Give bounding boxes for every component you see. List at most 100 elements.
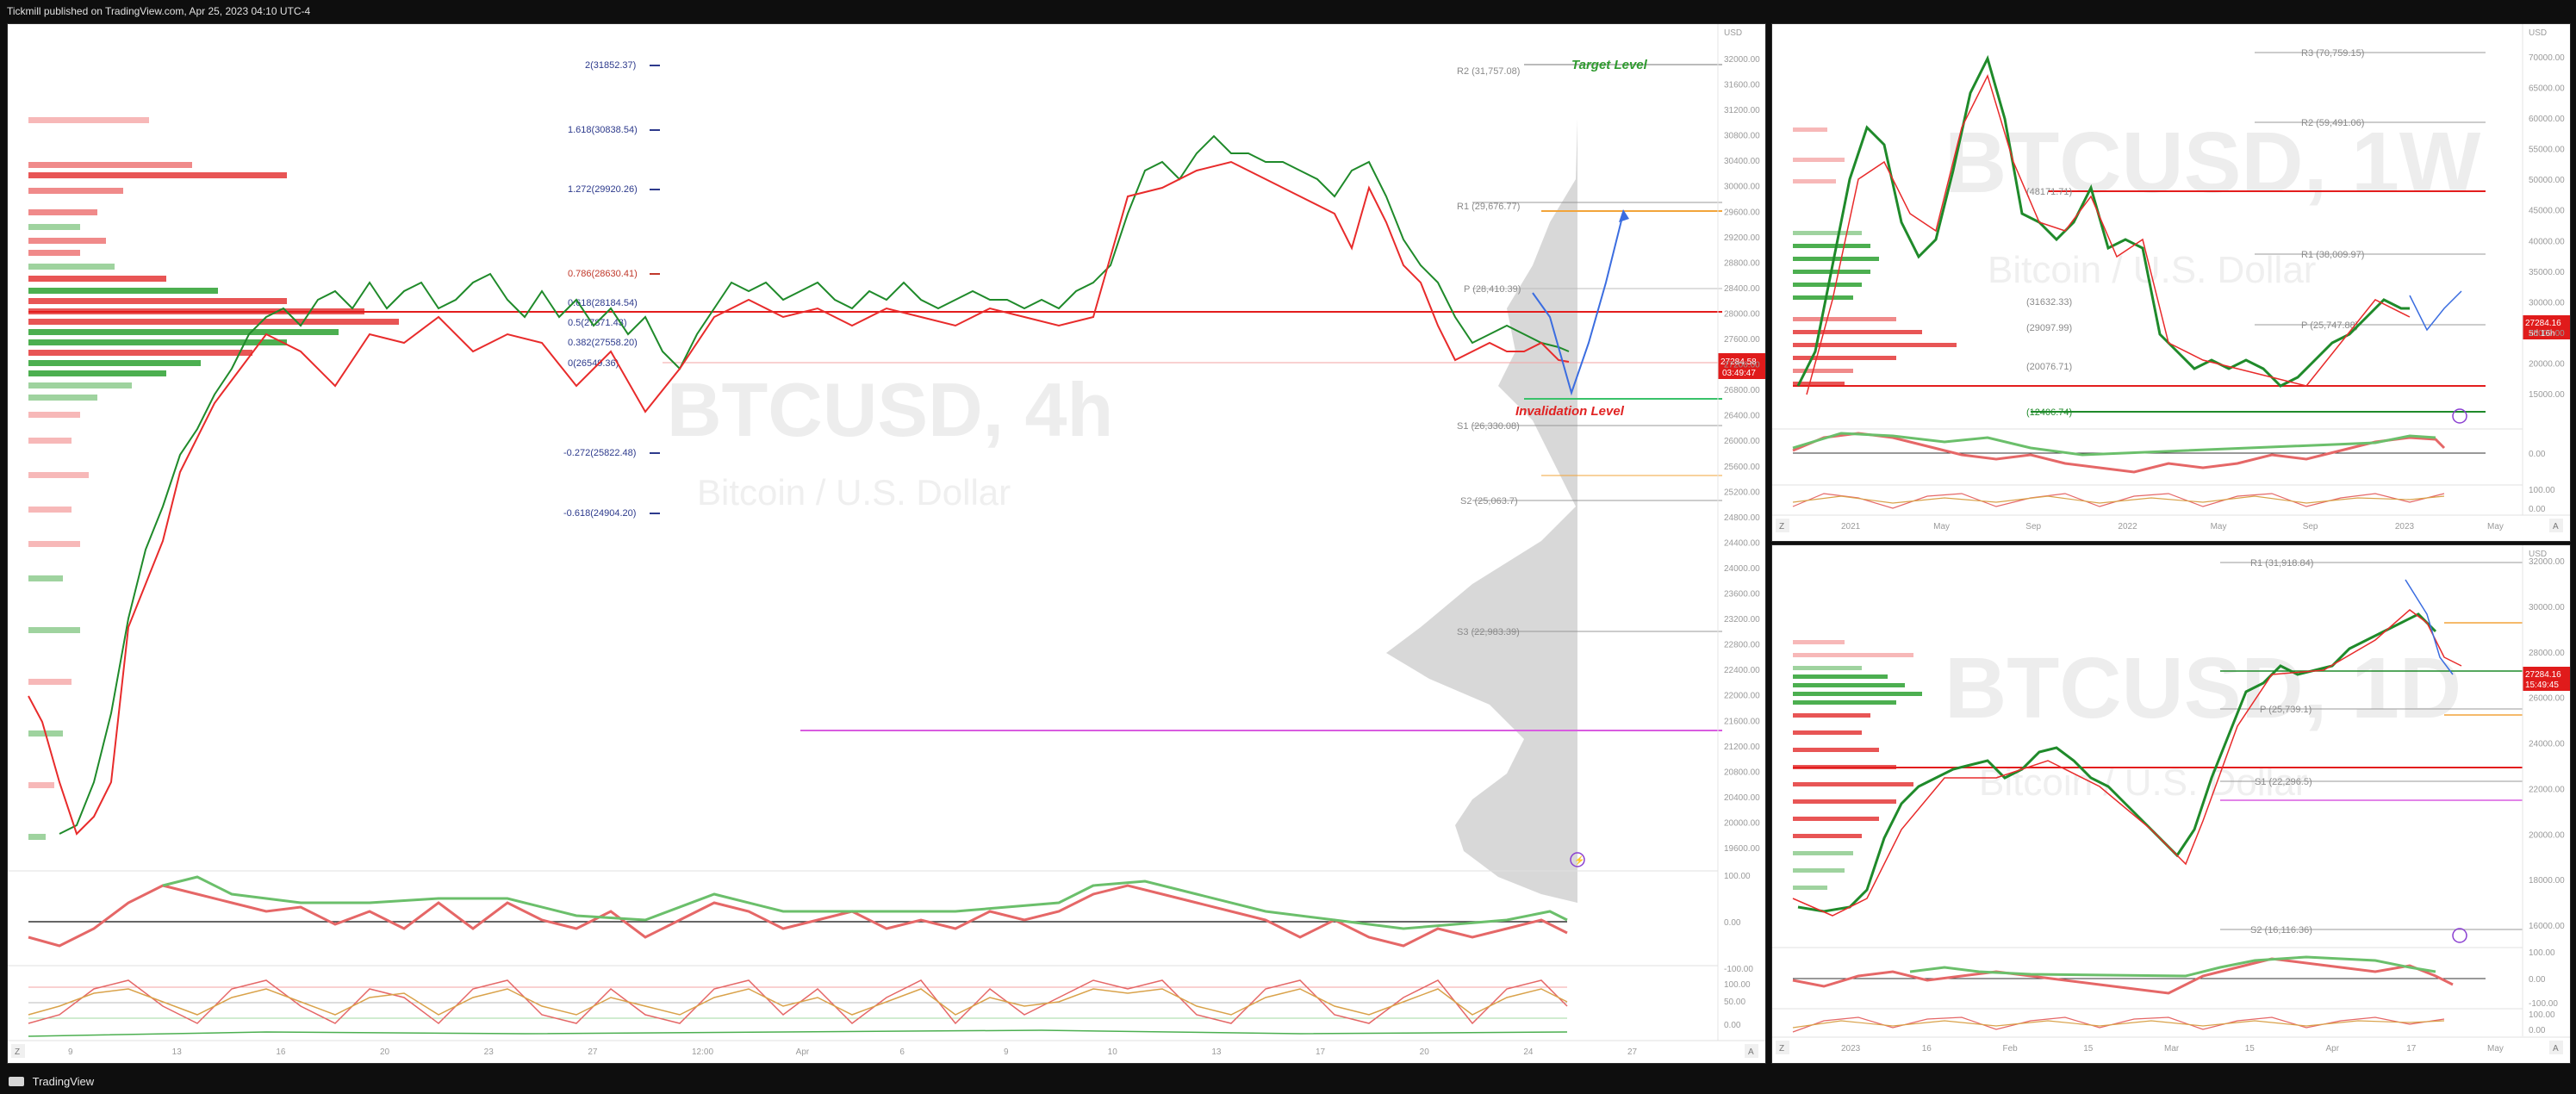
price-axis-tick: 30800.00 [1724, 132, 1760, 141]
fib-label-1618: 1.618(30838.54) [568, 125, 638, 135]
scale-z-button-1w[interactable] [1776, 519, 1789, 532]
price-axis-tick: 25600.00 [1724, 463, 1760, 472]
pivot-label-s3: S3 (22,983.39) [1457, 627, 1520, 637]
price-axis-tick: 22800.00 [1724, 641, 1760, 650]
price-path-1w [1796, 54, 2410, 388]
tradingview-logo-icon[interactable] [9, 1077, 24, 1087]
price-axis-tick: 27200.00 [1724, 361, 1760, 370]
price-axis-tick: 28000.00 [2529, 649, 2565, 658]
level-label-31632: (31632.33) [2026, 297, 2072, 308]
pivot-label-p: P (28,410.39) [1464, 284, 1521, 295]
projection-arrow-1w [2409, 290, 2462, 332]
price-axis-tick: 21600.00 [1724, 717, 1760, 726]
price-axis-tick: 20000.00 [1724, 818, 1760, 828]
level-label-20076: (20076.71) [2026, 362, 2072, 372]
osc2-axis-bottom-1w: 0.00 [2529, 505, 2546, 514]
osc1-axis-bottom: -100.00 [1724, 965, 1753, 974]
time-axis-tick: Sep [2303, 522, 2318, 531]
osc1-axis-mid-1w: 0.00 [2529, 450, 2546, 459]
fib-retracement-4h[interactable]: 2(31852.37) 1.618(30838.54) 1.272(29920.… [563, 60, 660, 519]
currency-label-1w: USD [2529, 28, 2547, 38]
time-axis-tick: 2023 [1841, 1044, 1861, 1054]
fib-label-0786: 0.786(28630.41) [568, 269, 638, 279]
price-axis-1d[interactable]: 32000.00 30000.00 28000.00 26000.00 24000.00… [2529, 557, 2565, 931]
time-axis-tick: 12:00 [692, 1047, 713, 1057]
fib-label-m0272: -0.272(25822.48) [563, 448, 636, 458]
currency-label-1d: USD [2529, 550, 2547, 559]
time-axis-tick: 6 [899, 1047, 905, 1057]
chart-canvas-1d[interactable]: BTCUSD, 1D Bitcoin / U.S. Dollar R1 (31,… [1772, 545, 2570, 1063]
pivot-label-r3-1w: R3 (70,759.15) [2301, 48, 2364, 59]
time-axis-tick: Feb [2003, 1044, 2019, 1054]
osc2-axis-mid: 50.00 [1724, 998, 1745, 1007]
watermark-symbol-1d: BTCUSD, 1D [1944, 640, 2461, 737]
price-axis-tick: 22000.00 [2529, 785, 2565, 794]
fib-label-0618: 0.618(28184.54) [568, 298, 638, 308]
price-axis-4h[interactable]: 32000.00 31600.00 31200.00 30800.00 30400.00… [1724, 55, 1760, 854]
publisher-text: Tickmill published on TradingView.com, A… [7, 5, 311, 17]
volume-profile-1d [1793, 640, 1922, 890]
osc2-axis-top: 100.00 [1724, 980, 1751, 990]
pivot-label-r1: R1 (29,676.77) [1457, 202, 1520, 212]
osc1-line-4h [28, 884, 1568, 948]
price-axis-tick: 29600.00 [1724, 208, 1760, 217]
time-axis-tick: 15 [2245, 1044, 2256, 1054]
current-price-1d: 27284.16 [2525, 670, 2561, 680]
current-price-tag-1w: 27284.16 5d 16h [2523, 315, 2570, 339]
chart-canvas-4h[interactable]: BTCUSD, 4h Bitcoin / U.S. Dollar [8, 24, 1765, 1063]
price-axis-tick: 26800.00 [1724, 386, 1760, 395]
scale-z-button-4h[interactable] [11, 1044, 25, 1058]
projection-arrow-4h [1532, 213, 1624, 396]
price-axis-tick: 28800.00 [1724, 258, 1760, 268]
alert-icon-4h[interactable] [1570, 852, 1585, 867]
chart-canvas-1w[interactable]: BTCUSD, 1W Bitcoin / U.S. Dollar R3 (70,… [1772, 24, 2570, 541]
price-axis-tick: 28000.00 [1724, 309, 1760, 319]
time-axis-tick: 23 [484, 1047, 495, 1057]
time-axis-tick: 9 [1004, 1047, 1009, 1057]
price-axis-tick: 22000.00 [1724, 692, 1760, 701]
time-axis-1d[interactable]: 2023 16 Feb 15 Mar 15 Apr 17 May [1841, 1044, 2504, 1054]
chart-panel-1d[interactable]: BTCUSD, 1D Bitcoin / U.S. Dollar R1 (31,… [1771, 544, 2571, 1064]
price-axis-tick: 60000.00 [2529, 115, 2565, 124]
fib-label-0382: 0.382(27558.20) [568, 338, 638, 348]
fib-label-2: 2(31852.37) [585, 60, 636, 71]
osc2-axis-top-1d: 100.00 [2529, 1010, 2555, 1020]
currency-label-4h: USD [1724, 28, 1742, 38]
time-axis-tick: 15 [2083, 1044, 2094, 1054]
projection-arrow-1d [2405, 579, 2454, 675]
publish-header: Tickmill published on TradingView.com, A… [0, 0, 2576, 22]
auto-scale-button-1w[interactable] [2549, 519, 2563, 532]
price-axis-tick: 22400.00 [1724, 666, 1760, 675]
chart-panel-4h[interactable]: BTCUSD, 4h Bitcoin / U.S. Dollar [7, 23, 1766, 1064]
auto-scale-button-1d[interactable] [2549, 1041, 2563, 1054]
scale-z-button-1d[interactable] [1776, 1041, 1789, 1054]
price-axis-tick: 20400.00 [1724, 793, 1760, 803]
price-axis-tick: 28400.00 [1724, 284, 1760, 294]
auto-scale-button-4h[interactable] [1745, 1044, 1758, 1058]
footer-bar: TradingView [0, 1068, 2576, 1093]
price-axis-tick: 35000.00 [2529, 268, 2565, 277]
time-axis-tick: 16 [276, 1047, 286, 1057]
time-axis-tick: May [2487, 522, 2504, 531]
osc1-axis-top-1d: 100.00 [2529, 948, 2555, 958]
watermark-symbol-4h: BTCUSD, 4h [667, 367, 1113, 452]
time-axis-tick: Apr [796, 1047, 810, 1057]
price-axis-1w[interactable]: 70000.00 65000.00 60000.00 55000.00 50000.00… [2529, 53, 2565, 400]
osc1-axis-top: 100.00 [1724, 872, 1751, 881]
time-axis-4h[interactable]: 9 13 16 20 23 27 12:00 Apr 6 9 10 13 17 20 24 27 [68, 1047, 1638, 1057]
osc1-axis-bottom-1d: -100.00 [2529, 999, 2558, 1009]
price-axis-tick: 20800.00 [1724, 768, 1760, 777]
arrow-head [1619, 209, 1629, 222]
pivot-label-r1-1w: R1 (38,009.97) [2301, 250, 2364, 260]
time-axis-tick: 27 [1627, 1047, 1638, 1057]
price-axis-tick: 21200.00 [1724, 743, 1760, 752]
pivot-label-p-1d: P (25,739.1) [2260, 705, 2312, 715]
chart-panel-1w[interactable]: BTCUSD, 1W Bitcoin / U.S. Dollar R3 (70,… [1771, 23, 2571, 542]
level-label-48171: (48171.71) [2026, 187, 2072, 197]
price-axis-tick: 25200.00 [1724, 488, 1760, 497]
time-axis-1w[interactable]: 2021 May Sep 2022 May Sep 2023 May [1841, 522, 2504, 531]
z-label: Z [1779, 522, 1784, 531]
alert-icon-1d[interactable] [2452, 928, 2467, 943]
price-axis-tick: 31600.00 [1724, 81, 1760, 90]
alert-icon-1w[interactable] [2452, 408, 2467, 424]
